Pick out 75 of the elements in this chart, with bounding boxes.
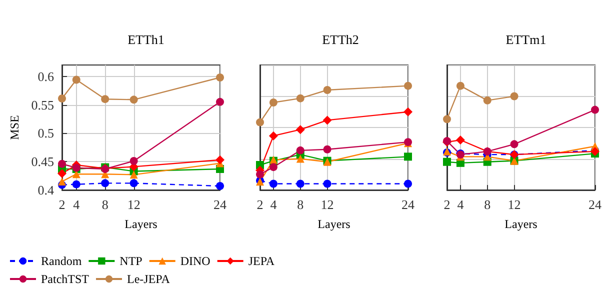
point — [323, 145, 332, 154]
point — [269, 98, 278, 106]
point — [510, 140, 518, 148]
point — [483, 96, 492, 104]
point — [404, 152, 412, 161]
chart-title: ETTm1 — [506, 32, 546, 47]
point — [72, 180, 80, 188]
point — [296, 125, 305, 134]
point — [443, 115, 451, 124]
point — [510, 92, 518, 100]
point — [269, 163, 278, 172]
x-tick-label: 2 — [444, 197, 450, 212]
chart-title: ETTh1 — [128, 32, 164, 47]
x-tick-label: 2 — [58, 197, 66, 212]
x-tick-label: 12 — [127, 197, 140, 212]
point — [296, 180, 304, 188]
point — [101, 95, 110, 104]
point — [72, 76, 80, 84]
point — [404, 180, 412, 188]
y-tick-label: 0.55 — [31, 97, 54, 112]
x-tick-label: 24 — [402, 197, 415, 212]
legend-label: Random — [41, 254, 82, 268]
x-tick-label: 24 — [588, 197, 602, 212]
point — [323, 86, 332, 94]
x-tick-label: 8 — [484, 197, 491, 212]
point — [323, 180, 332, 188]
legend-label: NTP — [120, 254, 143, 268]
point — [58, 177, 66, 186]
point — [296, 94, 304, 102]
x-tick-label: 2 — [256, 197, 264, 212]
x-tick-label: 4 — [270, 197, 278, 212]
point — [58, 94, 66, 103]
chart-title: ETTh2 — [322, 32, 359, 47]
y-tick-label: 0.6 — [38, 68, 54, 84]
x-tick-label: 24 — [214, 197, 227, 212]
point — [256, 170, 264, 178]
point — [256, 118, 264, 126]
x-tick-label: 4 — [73, 197, 80, 212]
point — [404, 82, 412, 90]
point — [130, 157, 138, 166]
legend-label: JEPA — [248, 254, 275, 268]
x-tick-label: 12 — [508, 197, 521, 212]
point — [216, 155, 224, 164]
point — [101, 179, 110, 188]
legend-label: Le-JEPA — [126, 272, 170, 286]
point — [296, 154, 304, 163]
point — [456, 82, 464, 90]
point — [269, 180, 278, 188]
point — [322, 116, 332, 125]
point — [591, 106, 599, 114]
legend-label: DINO — [180, 254, 211, 268]
point — [58, 160, 66, 168]
x-tick-label: 8 — [102, 197, 108, 212]
y-tick-label: 0.45 — [31, 154, 54, 170]
point — [268, 131, 278, 140]
x-axis-title: Layers — [504, 217, 538, 231]
point — [456, 136, 465, 144]
point — [58, 169, 66, 178]
point — [216, 98, 224, 106]
x-tick-label: 12 — [320, 197, 334, 212]
y-tick-label: 0.5 — [38, 126, 54, 141]
x-tick-label: 4 — [457, 197, 464, 212]
point — [130, 170, 138, 179]
legend-label: PatchTST — [41, 272, 90, 286]
point — [296, 146, 304, 154]
point — [130, 96, 138, 104]
point — [443, 158, 451, 166]
x-axis-title: Layers — [124, 217, 158, 231]
y-axis-title: MSE — [7, 115, 22, 140]
y-tick-label: 0.4 — [38, 182, 54, 198]
point — [404, 107, 412, 116]
x-tick-label: 8 — [297, 197, 304, 212]
point — [130, 179, 138, 188]
x-axis-title: Layers — [318, 217, 351, 231]
point — [216, 74, 224, 82]
